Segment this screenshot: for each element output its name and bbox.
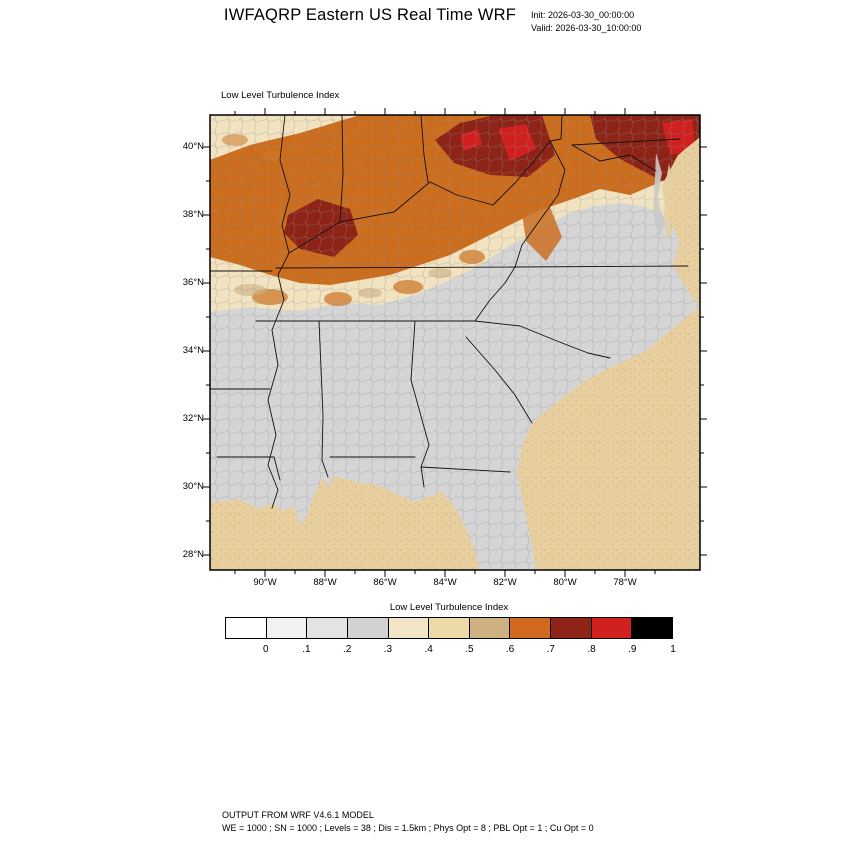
lat-tick-label: 40°N [182,141,204,152]
colorbar-tick: .8 [587,644,596,655]
colorbar-cell [631,618,673,638]
colorbar-cell [590,618,632,638]
lon-tick-label: 90°W [253,577,277,588]
colorbar-cell [226,618,266,638]
lat-tick-label: 38°N [182,209,204,220]
chesapeake-bay [653,153,673,241]
colorbar-tick: .5 [465,644,474,655]
lat-tick-label: 30°N [182,481,204,492]
atlantic-ocean [517,137,700,570]
field-label: Low Level Turbulence Index [221,90,340,101]
colorbar-tick: 0 [262,644,269,655]
lon-tick-label: 82°W [493,577,517,588]
colorbar-cell [306,618,347,638]
colorbar-cell [346,618,388,638]
footer-model-info: OUTPUT FROM WRF V4.6.1 MODEL [222,810,374,820]
lon-tick-label: 88°W [313,577,337,588]
axis-ticks [203,108,707,577]
colorbar-tick: .4 [424,644,433,655]
map-frame [209,114,701,571]
plot-title: IWFAQRP Eastern US Real Time WRF [223,6,517,24]
colorbar-tick: 1 [670,644,676,655]
turbulence-map [203,108,707,577]
lat-tick-label: 28°N [182,549,204,560]
map-canvas [203,108,707,577]
lon-tick-label: 86°W [373,577,397,588]
lon-tick-label: 84°W [433,577,457,588]
colorbar [225,617,673,639]
colorbar-title: Low Level Turbulence Index [389,602,509,613]
colorbar-tick: .1 [302,644,311,655]
colorbar-cell [550,618,591,638]
gulf-of-mexico [210,477,479,570]
colorbar-tick: .7 [546,644,555,655]
colorbar-tick: .6 [505,644,515,655]
lat-tick-label: 34°N [182,345,204,356]
lat-tick-label: 36°N [182,277,204,288]
colorbar-cell [509,618,551,638]
state-borders [209,114,689,509]
colorbar-cell [468,618,510,638]
colorbar-tick: .3 [383,644,393,655]
lon-tick-label: 80°W [553,577,577,588]
valid-time: Valid: 2026-03-30_10:00:00 [531,22,642,33]
colorbar-tick: .9 [628,644,637,655]
lon-tick-label: 78°W [613,577,637,588]
colorbar-cell [387,618,429,638]
colorbar-cell [428,618,469,638]
footer-config-info: WE = 1000 ; SN = 1000 ; Levels = 38 ; Di… [222,823,594,833]
colorbar-tick: .2 [343,644,352,655]
colorbar-tick-labels: 0 .1 .2 .3 .4 .5 .6 .7 .8 .9 1 [225,644,676,657]
init-time: Init: 2026-03-30_00:00:00 [531,10,635,20]
lat-tick-label: 32°N [182,413,204,424]
colorbar-cell [265,618,307,638]
init-valid-times: Init: 2026-03-30_00:00:00 Valid: 2026-03… [531,9,641,34]
